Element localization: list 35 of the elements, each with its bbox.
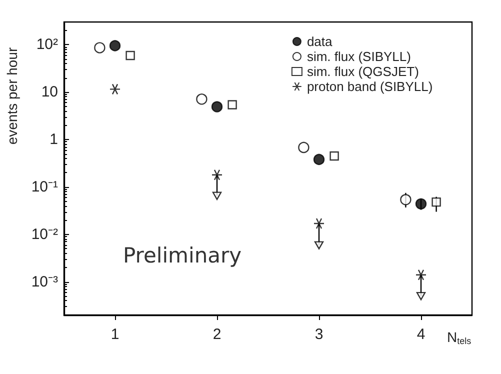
point [126, 50, 135, 60]
y-tick-label: 10⁻³ [31, 273, 58, 290]
y-axis-title: events per hour [4, 47, 20, 145]
point [432, 197, 441, 207]
point [415, 198, 427, 210]
point [330, 151, 339, 161]
legend-label: sim. flux (QGSJET) [306, 64, 419, 79]
point [211, 169, 223, 180]
point [196, 94, 208, 105]
y-tick-label: 10 [41, 84, 58, 101]
point [416, 292, 426, 300]
point [212, 192, 222, 200]
annotation: Preliminary [123, 244, 242, 268]
point [400, 194, 412, 206]
point [415, 269, 427, 281]
point [313, 218, 325, 230]
y-tick-label: 10⁻² [31, 226, 58, 243]
point [211, 101, 223, 112]
point [228, 100, 237, 110]
point [109, 40, 121, 52]
y-tick-label: 10⁻¹ [31, 178, 58, 196]
legend-label: sim. flux (SIBYLL) [306, 49, 411, 64]
x-tick-label: 1 [110, 326, 120, 343]
point [94, 42, 106, 54]
point [109, 84, 121, 95]
legend-label: proton band (SIBYLL) [306, 79, 433, 94]
x-tick-label: 4 [416, 326, 426, 343]
point [313, 154, 325, 166]
point [314, 241, 324, 250]
legend-label: data [306, 34, 334, 49]
y-tick-label: 10² [36, 36, 58, 54]
point [298, 142, 310, 154]
x-tick-label: 2 [212, 326, 222, 343]
x-tick-label: 3 [314, 326, 324, 343]
y-tick-label: 1 [50, 131, 58, 148]
